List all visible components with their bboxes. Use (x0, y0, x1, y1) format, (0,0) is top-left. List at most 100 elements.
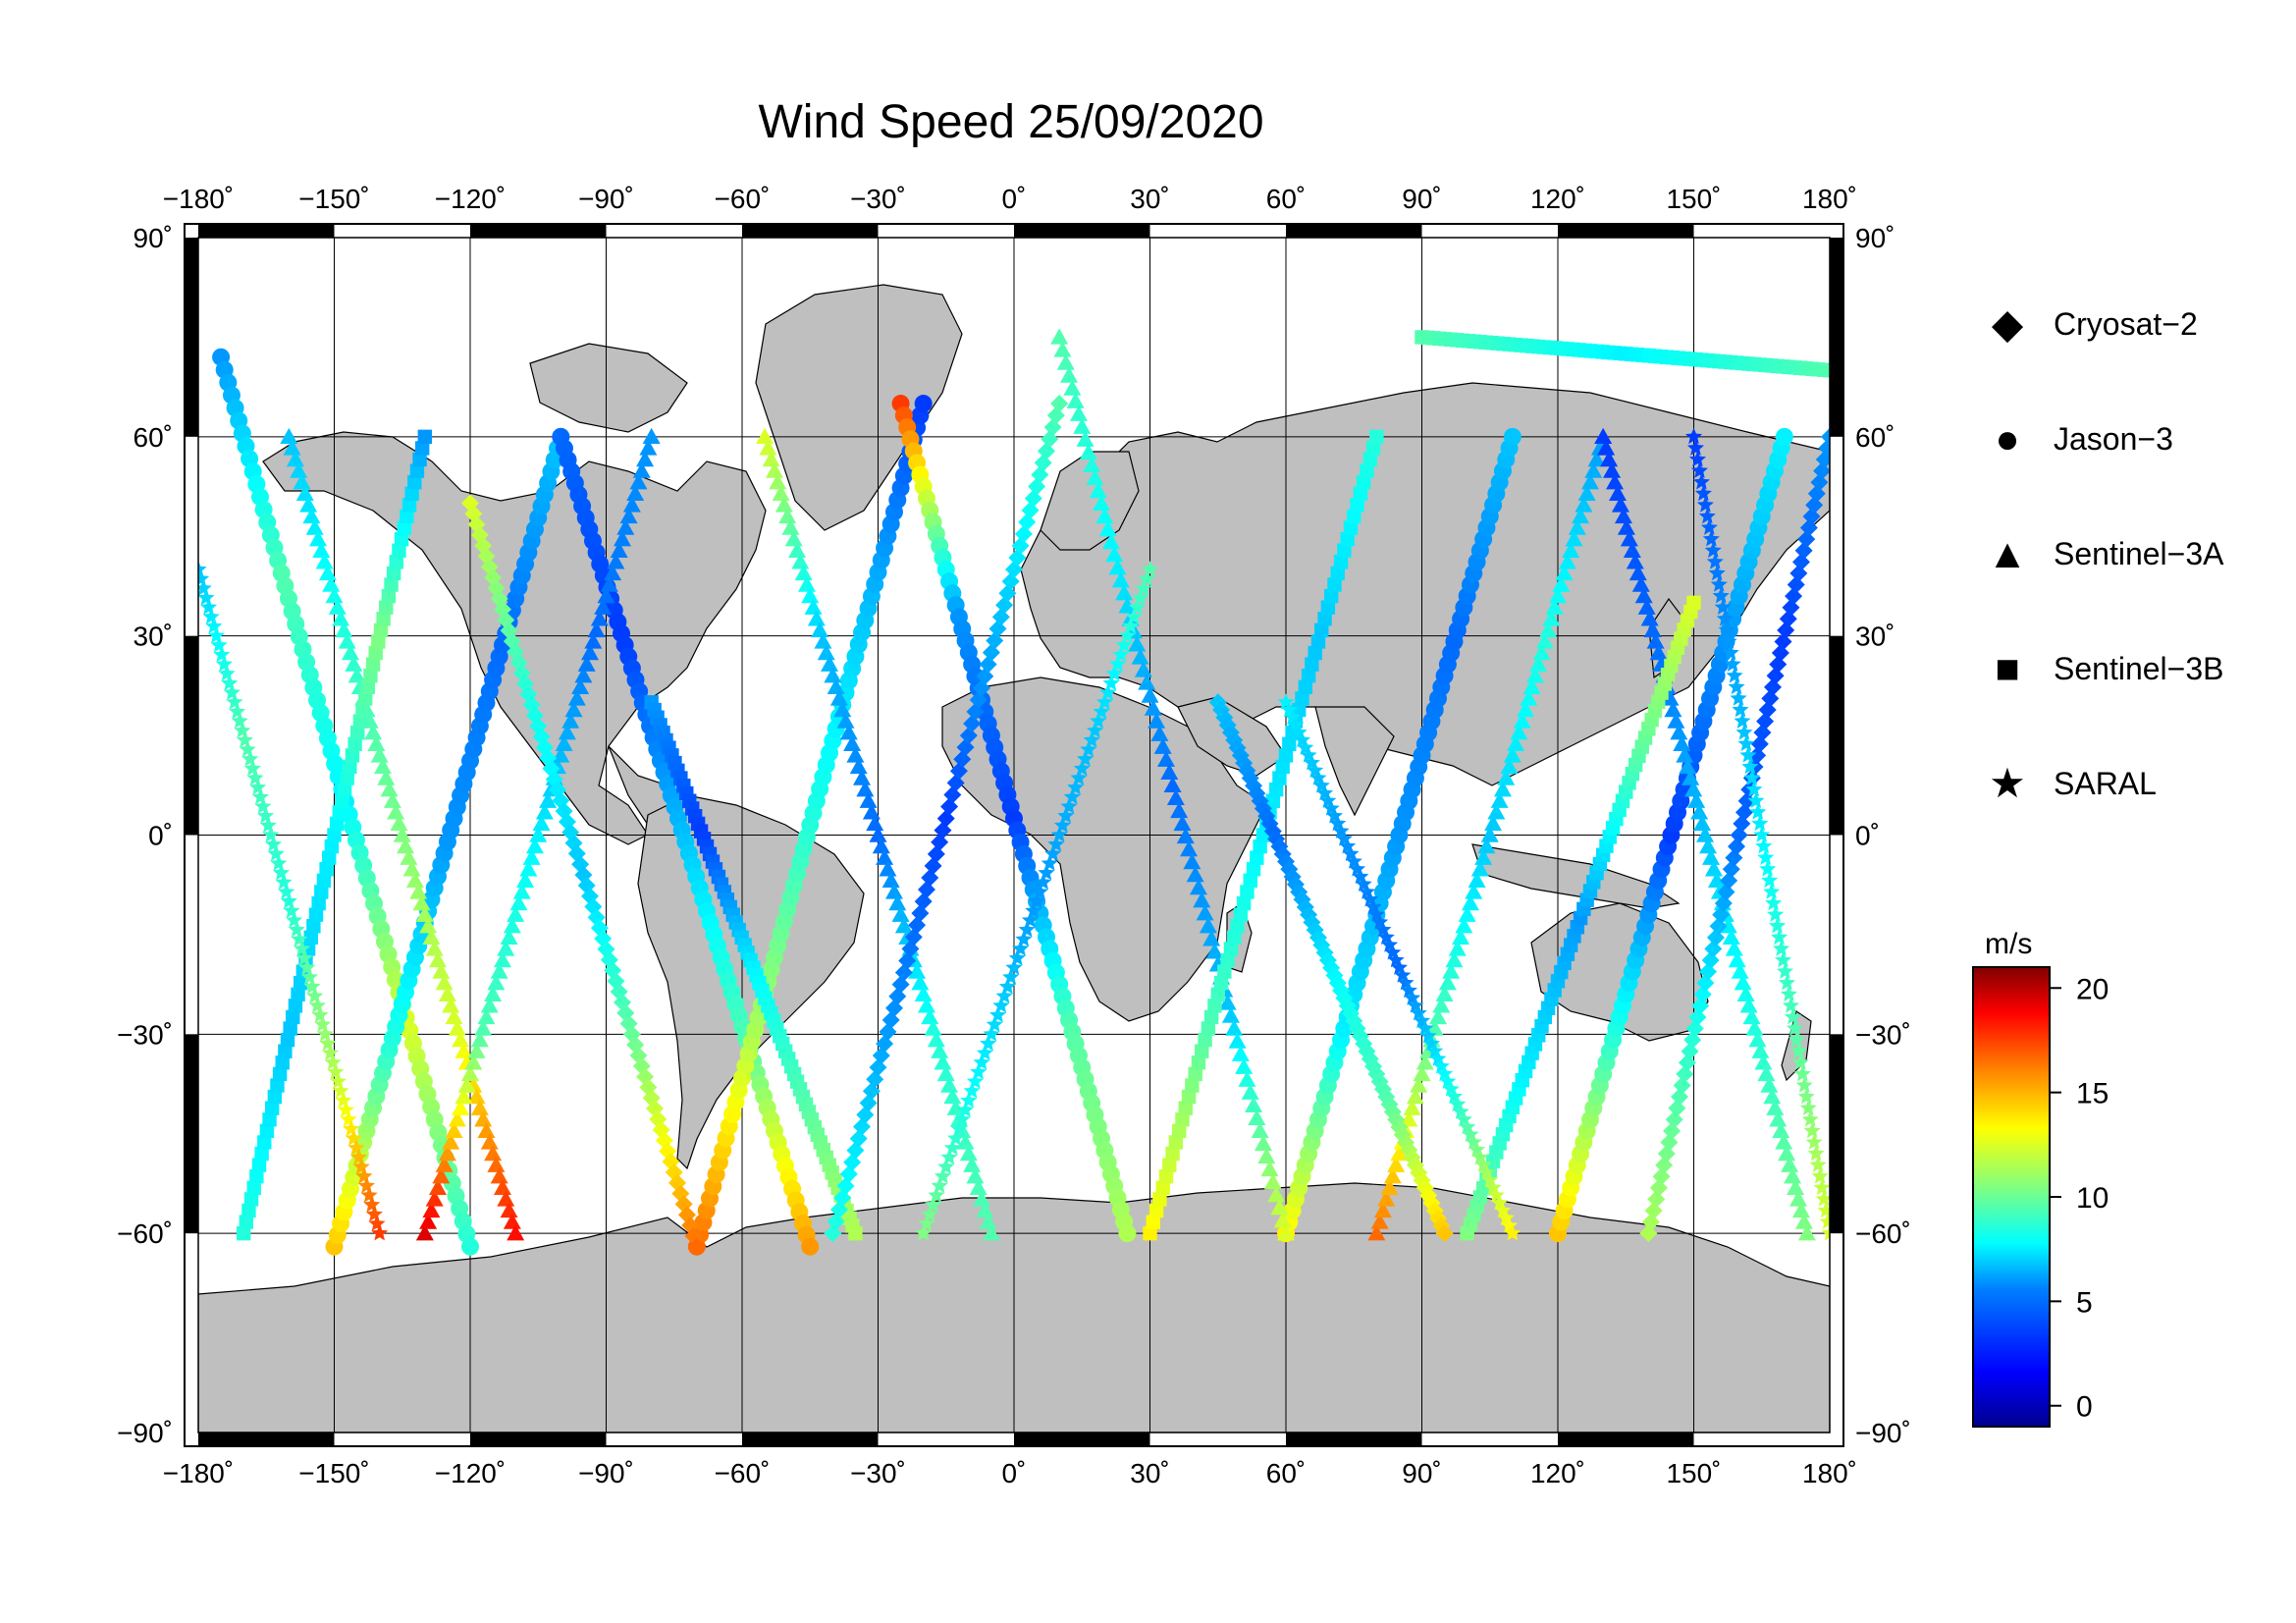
sentinel3b-point (379, 600, 394, 615)
lon-tick-label-top: −60˚ (715, 184, 771, 214)
sentinel3a-point (1270, 1199, 1289, 1216)
sentinel3b-point (1282, 736, 1297, 751)
sentinel3a-point (1775, 1133, 1793, 1150)
saral-point (943, 1139, 961, 1156)
sentinel3a-point (797, 575, 816, 592)
sentinel3b-point (394, 531, 409, 547)
sentinel3b-point (389, 555, 404, 569)
lat-tick-label-left: 90˚ (133, 223, 173, 253)
sentinel3b-point (264, 1101, 280, 1115)
sentinel3b-point (236, 1225, 251, 1241)
sentinel3a-point (1580, 473, 1599, 490)
sentinel3a-point (454, 1042, 473, 1058)
sentinel3a-point (921, 1007, 939, 1025)
frame-block (185, 635, 198, 836)
sentinel3a-point (1093, 494, 1111, 512)
sentinel3a-point (1623, 541, 1641, 558)
sentinel3b-point (1236, 895, 1252, 911)
sentinel3a-point (607, 553, 625, 569)
saral-point (1698, 508, 1716, 524)
saral-point (229, 702, 246, 720)
jason3-point (801, 1237, 820, 1256)
sentinel3b-point (848, 1225, 863, 1241)
saral-point (976, 1044, 993, 1060)
sentinel3b-point (249, 1169, 264, 1184)
saral-point (973, 1054, 990, 1070)
cryosat2-point (1821, 427, 1830, 446)
saral-point (1115, 636, 1133, 653)
sentinel3a-point (881, 871, 900, 889)
saral-point (298, 958, 316, 975)
saral-point (1704, 541, 1722, 558)
sentinel3a-point (839, 724, 858, 740)
sentinel3a-point (454, 1088, 473, 1105)
colorbar-ticks: 20 15 10 5 0 (2050, 973, 2109, 1424)
saral-point (1284, 708, 1302, 725)
sentinel3a-point (1406, 1088, 1424, 1105)
sentinel3a-point (467, 1088, 486, 1105)
sentinel3a-point (1196, 904, 1214, 921)
sentinel3a-point (632, 461, 651, 478)
sentinel3b-point (1158, 1169, 1174, 1184)
sentinel3a-point (604, 564, 622, 581)
sentinel3a-point (448, 1110, 466, 1127)
sentinel3a-point (1101, 533, 1120, 550)
saral-point (1795, 1076, 1813, 1093)
sentinel3a-point (490, 1167, 508, 1184)
sentinel3a-point (979, 1213, 997, 1229)
sentinel3a-point (778, 507, 797, 524)
saral-point (1021, 911, 1039, 928)
saral-point (337, 1101, 354, 1117)
saral-point (998, 978, 1016, 995)
sentinel3b-point (308, 907, 324, 922)
saral-point (283, 901, 300, 919)
sentinel3a-point (1670, 724, 1688, 740)
saral-point (940, 1148, 958, 1165)
sentinel3a-point (1763, 1088, 1782, 1105)
sentinel3a-point (1789, 1190, 1808, 1207)
saral-point (1025, 901, 1042, 919)
sentinel3b-point (412, 452, 427, 467)
lat-tick-label-left: 30˚ (133, 622, 173, 652)
sentinel3a-point (1387, 1156, 1406, 1172)
sentinel3b-point (1317, 612, 1332, 626)
sentinel3a-point (956, 1133, 975, 1150)
saral-point (1724, 655, 1741, 672)
sentinel3a-point (1231, 1045, 1250, 1061)
saral-point (295, 949, 313, 966)
legend-item: ◆ Cryosat−2 (1983, 295, 2198, 353)
saral-point (1811, 1167, 1829, 1184)
saral-point (1809, 1156, 1827, 1172)
lon-tick-label-bottom: −30˚ (850, 1458, 906, 1488)
sentinel3a-point (642, 427, 661, 445)
lon-tick-label-bottom: 30˚ (1130, 1458, 1169, 1488)
saral-point (1138, 569, 1155, 586)
sentinel3a-point (1549, 587, 1567, 604)
sentinel3b-point (1360, 463, 1374, 478)
saral-point (1817, 1202, 1830, 1218)
sentinel3b-point (306, 919, 321, 934)
sentinel3b-point (340, 771, 354, 785)
sentinel3a-point (1634, 587, 1653, 604)
sentinel3a-point (1370, 1213, 1389, 1229)
saral-point (371, 1224, 389, 1241)
sentinel3a-point (477, 1007, 496, 1025)
sentinel3a-point (1235, 1057, 1254, 1074)
sentinel3a-point (467, 1042, 486, 1058)
sentinel3a-point (1273, 1212, 1292, 1228)
sentinel3b-point (401, 498, 417, 513)
legend-label: SARAL (2054, 765, 2157, 801)
sentinel3a-point (383, 791, 401, 808)
saral-point (1813, 1178, 1830, 1196)
saral-point (234, 722, 251, 738)
sentinel3a-point (445, 1007, 463, 1025)
saral-point (966, 1072, 984, 1089)
frame-block (198, 1433, 335, 1446)
sentinel3b-point (1243, 873, 1257, 889)
sentinel3b-point (384, 577, 399, 592)
sentinel3a-point (1555, 564, 1574, 581)
legend-label: Jason−3 (2054, 420, 2173, 457)
saral-point (270, 854, 288, 871)
sentinel3a-point (1606, 473, 1625, 490)
sentinel3a-point (1760, 1076, 1779, 1093)
